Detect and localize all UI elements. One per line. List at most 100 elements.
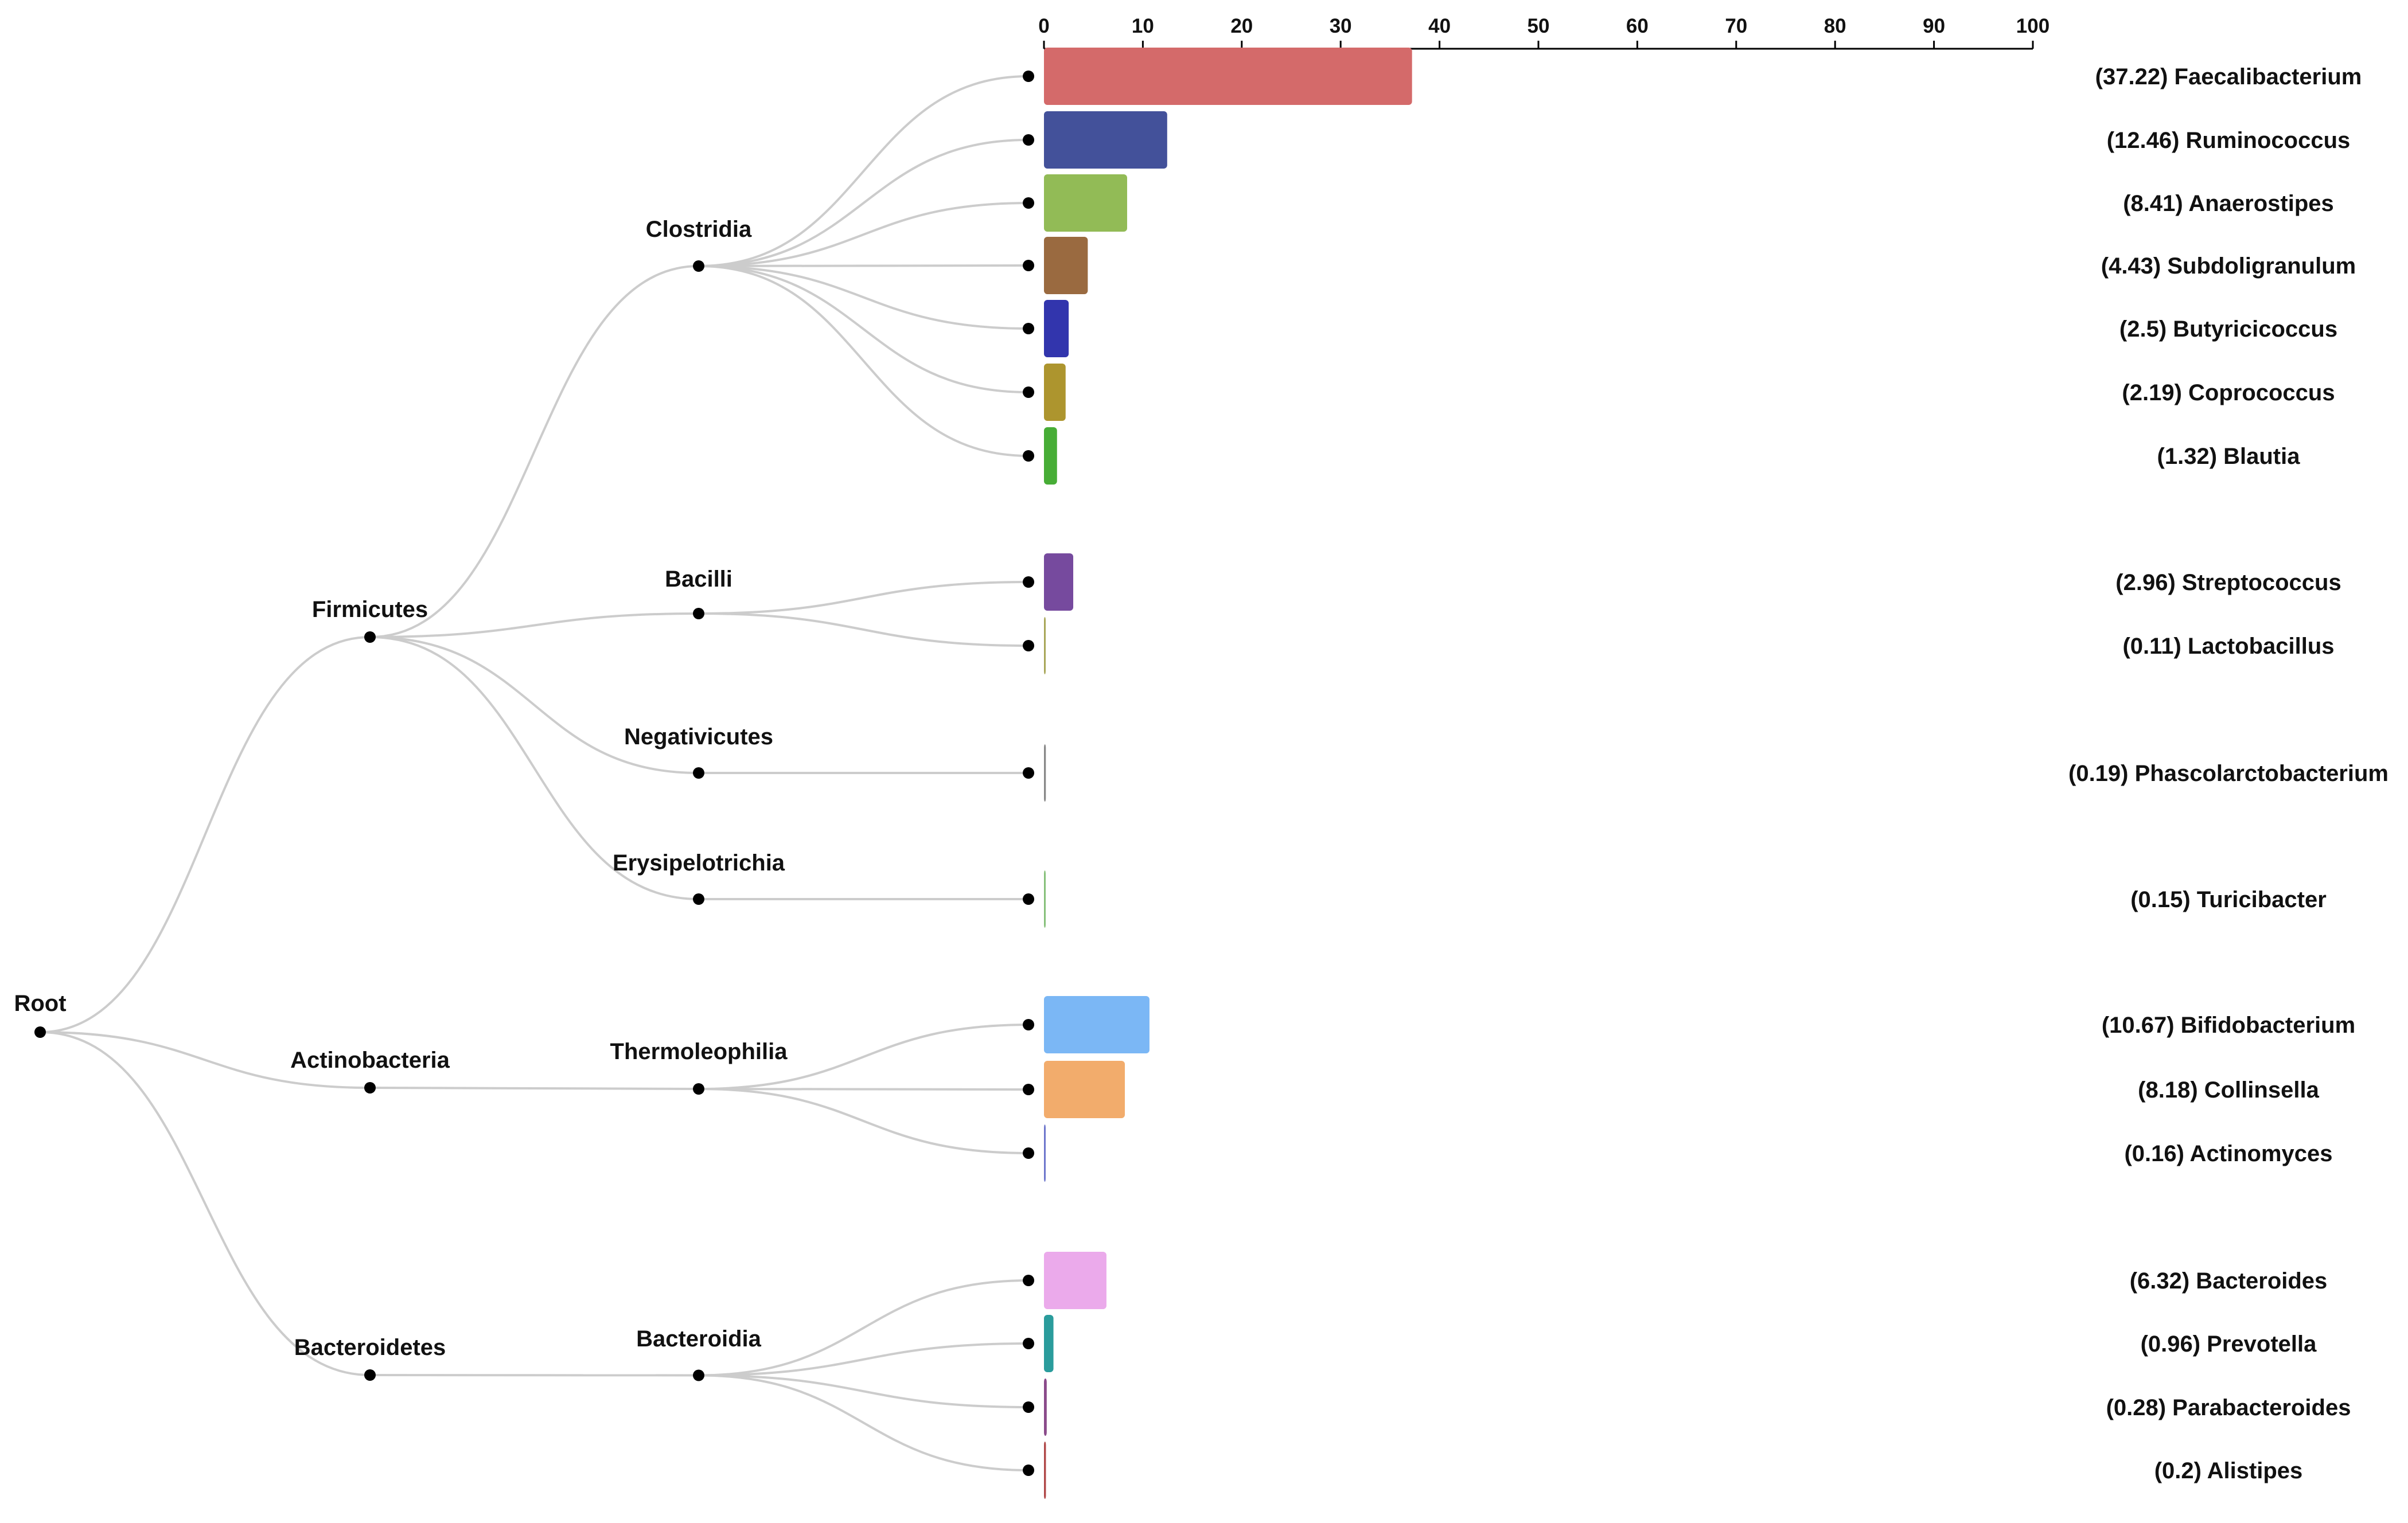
leaf-anaerostipes-node (1023, 197, 1034, 209)
link-blautia (698, 265, 1029, 457)
tree-links (40, 75, 1029, 1471)
genus-label-ruminococcus: (12.46) Ruminococcus (2107, 128, 2351, 153)
bar-blautia (1044, 427, 1057, 485)
class-thermoleophilia-label: Thermoleophilia (610, 1039, 788, 1064)
leaf-bacteroides-node (1023, 1275, 1034, 1286)
link-bacteroidia (369, 1374, 699, 1377)
bar-phascolarctobacterium (1044, 744, 1046, 802)
link-clostridia (369, 265, 699, 638)
bar-alistipes (1044, 1442, 1046, 1499)
genus-labels: (37.22) Faecalibacterium (12.46) Ruminoco… (2068, 64, 2388, 1483)
link-thermoleophilia (369, 1087, 699, 1090)
phylum-firmicutes-node (364, 631, 376, 643)
genus-label-actinomyces: (0.16) Actinomyces (2124, 1141, 2332, 1166)
bar-series (1044, 48, 1412, 1499)
link-negativicutes (369, 636, 699, 774)
leaf-phascolarctobacterium-node (1023, 767, 1034, 779)
bar-bacteroides (1044, 1252, 1106, 1309)
bar-faecalibacterium (1044, 48, 1412, 105)
genus-label-butyricicoccus: (2.5) Butyricicoccus (2119, 317, 2337, 342)
bar-coprococcus (1044, 364, 1066, 421)
x-tick-label: 60 (1626, 15, 1649, 37)
class-thermoleophilia-node (693, 1083, 704, 1095)
x-tick-label: 80 (1824, 15, 1846, 37)
x-tick-label: 70 (1725, 15, 1747, 37)
genus-label-parabacteroides: (0.28) Parabacteroides (2106, 1395, 2351, 1420)
link-bacteroides (698, 1279, 1029, 1377)
genus-label-prevotella: (0.96) Prevotella (2141, 1331, 2317, 1357)
class-bacilli-node (693, 608, 704, 619)
bar-butyricicoccus (1044, 300, 1069, 357)
genus-label-alistipes: (0.2) Alistipes (2154, 1458, 2303, 1483)
leaf-blautia-node (1023, 450, 1034, 462)
link-coprococcus (698, 265, 1029, 393)
bar-prevotella (1044, 1315, 1054, 1372)
leaf-streptococcus-node (1023, 576, 1034, 588)
x-tick-label: 0 (1038, 15, 1049, 37)
x-tick-label: 100 (2016, 15, 2049, 37)
leaf-butyricicoccus-node (1023, 323, 1034, 334)
x-tick-label: 10 (1132, 15, 1154, 37)
genus-label-subdoligranulum: (4.43) Subdoligranulum (2101, 253, 2356, 279)
leaf-actinomyces-node (1023, 1147, 1034, 1159)
link-bacilli (369, 612, 699, 638)
genus-label-bifidobacterium: (10.67) Bifidobacterium (2102, 1013, 2355, 1038)
bar-actinomyces (1044, 1124, 1046, 1182)
bar-subdoligranulum (1044, 237, 1088, 294)
phylum-bacteroidetes-label: Bacteroidetes (294, 1335, 446, 1360)
leaf-collinsella-node (1023, 1084, 1034, 1095)
leaf-lactobacillus-node (1023, 640, 1034, 651)
leaf-faecalibacterium-node (1023, 71, 1034, 82)
link-alistipes (698, 1374, 1029, 1471)
x-tick-label: 30 (1330, 15, 1352, 37)
bar-collinsella (1044, 1061, 1125, 1118)
leaf-parabacteroides-node (1023, 1401, 1034, 1413)
link-lactobacillus (698, 612, 1029, 647)
class-clostridia-label: Clostridia (646, 217, 752, 242)
genus-label-bacteroides: (6.32) Bacteroides (2130, 1268, 2328, 1294)
leaf-subdoligranulum-node (1023, 260, 1034, 271)
class-negativicutes-node (693, 767, 704, 779)
link-butyricicoccus (698, 265, 1029, 330)
genus-label-phascolarctobacterium: (0.19) Phascolarctobacterium (2068, 761, 2388, 786)
link-anaerostipes (698, 202, 1029, 267)
link-streptococcus (698, 581, 1029, 615)
genus-label-lactobacillus: (0.11) Lactobacillus (2122, 634, 2334, 659)
leaf-bifidobacterium-node (1023, 1019, 1034, 1030)
x-axis: 0 10 20 30 40 50 60 70 80 90 100 (1038, 15, 2049, 50)
x-tick-label: 20 (1230, 15, 1253, 37)
x-tick-label: 50 (1528, 15, 1550, 37)
leaf-prevotella-node (1023, 1338, 1034, 1349)
genus-label-anaerostipes: (8.41) Anaerostipes (2123, 191, 2334, 216)
genus-label-blautia: (1.32) Blautia (2157, 444, 2301, 469)
bar-ruminococcus (1044, 111, 1167, 169)
class-erysipelotrichia-label: Erysipelotrichia (613, 850, 785, 876)
phylum-firmicutes-label: Firmicutes (312, 597, 428, 622)
genus-label-coprococcus: (2.19) Coprococcus (2122, 380, 2335, 405)
bar-streptococcus (1044, 553, 1074, 611)
bar-turicibacter (1044, 870, 1046, 928)
genus-label-faecalibacterium: (37.22) Faecalibacterium (2095, 64, 2362, 89)
link-subdoligranulum (698, 264, 1029, 267)
genus-label-collinsella: (8.18) Collinsella (2138, 1077, 2319, 1103)
link-root-firmicutes (40, 636, 371, 1033)
link-root-bacteroidetes (40, 1031, 371, 1376)
genus-label-streptococcus: (2.96) Streptococcus (2115, 570, 2341, 595)
link-faecalibacterium (698, 75, 1029, 267)
class-bacteroidia-label: Bacteroidia (636, 1326, 762, 1352)
bar-bifidobacterium (1044, 996, 1150, 1053)
root-label: Root (14, 991, 66, 1016)
bar-parabacteroides (1044, 1378, 1047, 1436)
leaf-turicibacter-node (1023, 893, 1034, 905)
class-clostridia-node (693, 260, 704, 272)
phylum-bacteroidetes-node (364, 1369, 376, 1381)
leaf-alistipes-node (1023, 1465, 1034, 1476)
leaf-ruminococcus-node (1023, 134, 1034, 146)
x-tick-label: 90 (1923, 15, 1945, 37)
bar-lactobacillus (1044, 617, 1046, 674)
link-root-actinobacteria (40, 1031, 371, 1089)
link-bifidobacterium (698, 1024, 1029, 1090)
root-node (34, 1026, 46, 1038)
class-erysipelotrichia-node (693, 893, 704, 905)
